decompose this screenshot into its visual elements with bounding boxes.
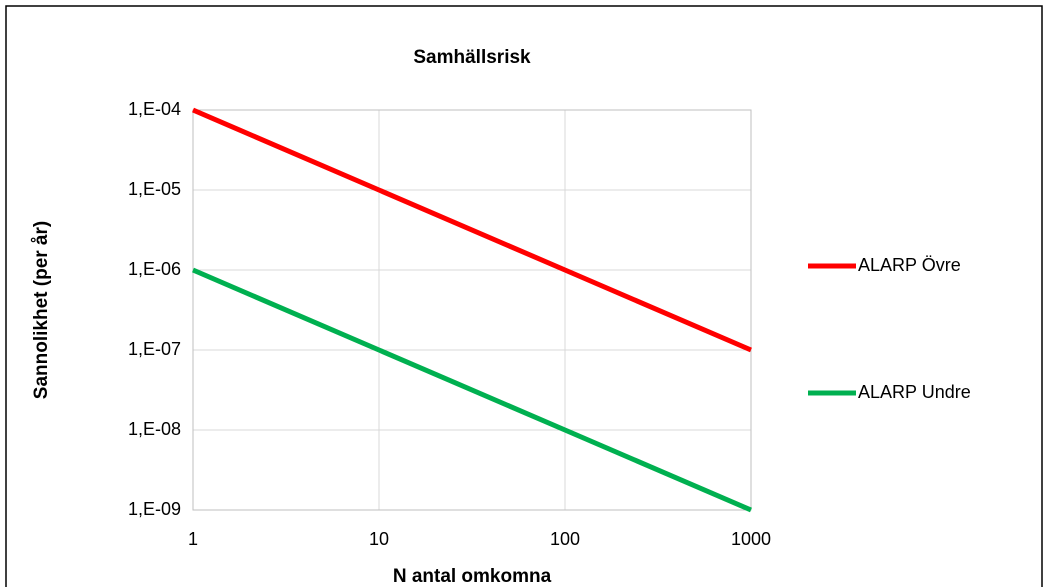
x-tick-label: 1 [188, 529, 198, 549]
legend-label: ALARP Övre [858, 255, 961, 275]
x-tick-label: 100 [550, 529, 580, 549]
series-line [192, 267, 752, 513]
plot-area [192, 109, 752, 511]
chart-frame [5, 5, 1043, 587]
x-tick-label: 1000 [731, 529, 771, 549]
x-axis-label: N antal omkomna [393, 566, 552, 587]
y-tick-label: 1,E-04 [128, 99, 181, 119]
y-tick-label: 1,E-07 [128, 339, 181, 359]
x-tick-label: 10 [369, 529, 389, 549]
y-tick-label: 1,E-08 [128, 419, 181, 439]
y-axis-label: Sannolikhet (per år) [31, 221, 52, 399]
series-line [192, 107, 752, 353]
y-tick-label: 1,E-06 [128, 259, 181, 279]
legend-label: ALARP Undre [858, 382, 971, 402]
y-tick-label: 1,E-05 [128, 179, 181, 199]
chart-title: Samhällsrisk [413, 47, 531, 68]
y-tick-label: 1,E-09 [128, 499, 181, 519]
